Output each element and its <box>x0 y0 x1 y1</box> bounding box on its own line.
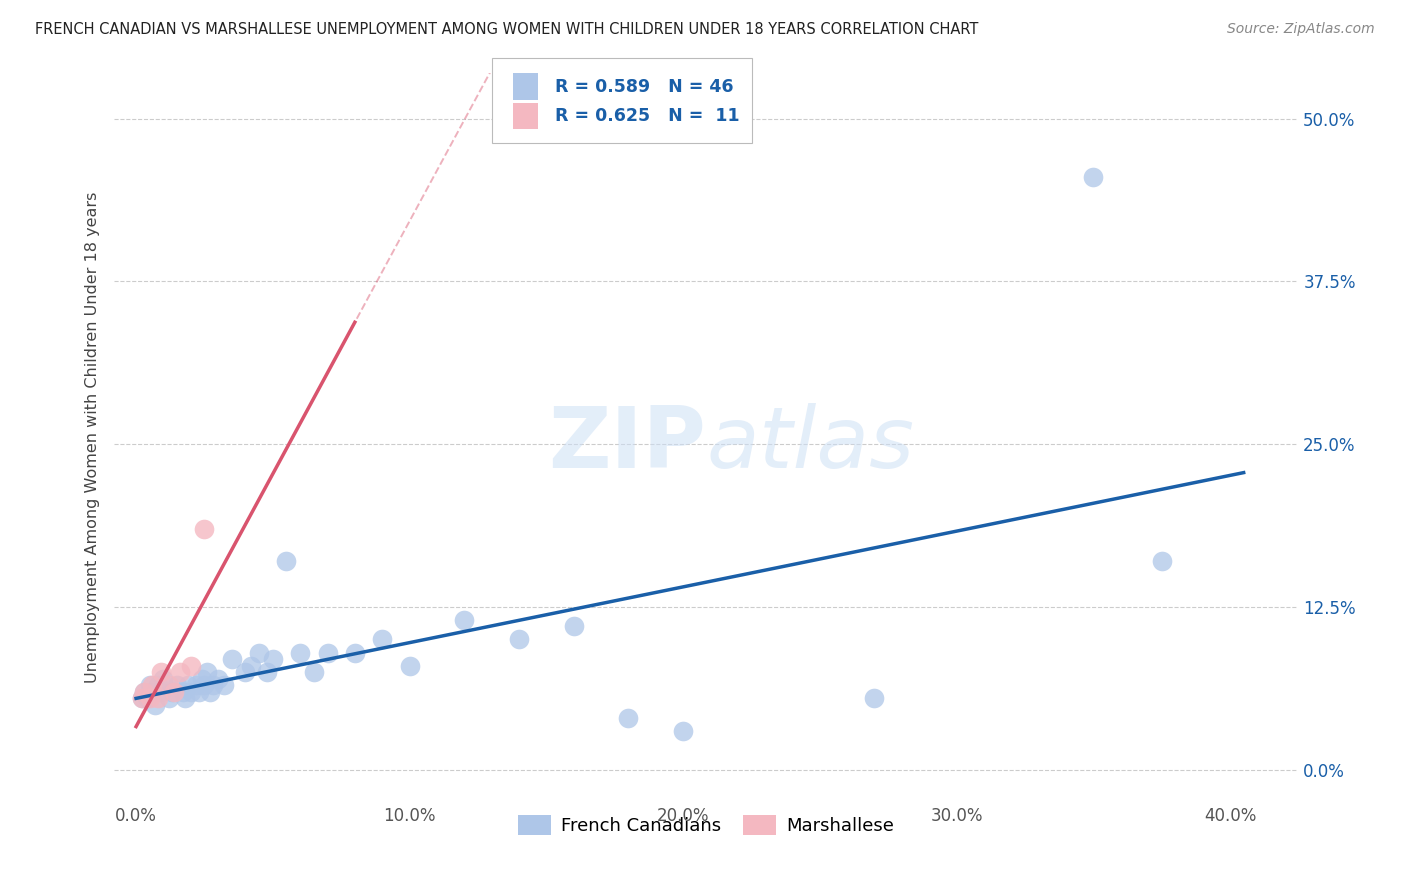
Point <box>371 632 394 647</box>
Point <box>143 698 166 712</box>
Point <box>193 678 215 692</box>
Point <box>141 684 163 698</box>
Point <box>239 658 262 673</box>
Point <box>221 652 243 666</box>
Point <box>288 646 311 660</box>
Point <box>149 684 172 698</box>
Point <box>672 723 695 738</box>
Point <box>1083 170 1105 185</box>
Text: atlas: atlas <box>706 403 914 486</box>
Point <box>256 665 278 679</box>
Point <box>172 684 194 698</box>
Point <box>198 684 221 698</box>
Text: ZIP: ZIP <box>548 403 706 486</box>
Text: Source: ZipAtlas.com: Source: ZipAtlas.com <box>1227 22 1375 37</box>
Point <box>247 646 270 660</box>
Point <box>262 652 284 666</box>
Point <box>146 678 169 692</box>
Point <box>863 691 886 706</box>
Point <box>134 684 156 698</box>
Point <box>139 678 162 692</box>
Point <box>146 691 169 706</box>
Point <box>157 691 180 706</box>
Point <box>453 613 475 627</box>
Text: R = 0.589   N = 46: R = 0.589 N = 46 <box>555 78 734 95</box>
Point <box>169 665 191 679</box>
Point <box>562 619 585 633</box>
Point <box>141 678 163 692</box>
Point <box>180 658 202 673</box>
Point <box>131 691 153 706</box>
Point <box>160 684 183 698</box>
Point <box>157 678 180 692</box>
Point <box>139 691 162 706</box>
Point <box>316 646 339 660</box>
Point <box>152 672 174 686</box>
Point <box>166 678 188 692</box>
Point <box>302 665 325 679</box>
Text: FRENCH CANADIAN VS MARSHALLESE UNEMPLOYMENT AMONG WOMEN WITH CHILDREN UNDER 18 Y: FRENCH CANADIAN VS MARSHALLESE UNEMPLOYM… <box>35 22 979 37</box>
Point <box>193 522 215 536</box>
Point <box>201 678 224 692</box>
Point <box>136 691 159 706</box>
Point <box>1150 554 1173 568</box>
Point <box>186 678 208 692</box>
Point <box>163 684 186 698</box>
Legend: French Canadians, Marshallese: French Canadians, Marshallese <box>509 806 904 845</box>
Point <box>207 672 229 686</box>
Point <box>190 672 212 686</box>
Point <box>174 691 197 706</box>
Point <box>149 665 172 679</box>
Point <box>235 665 257 679</box>
Point <box>188 684 211 698</box>
Point <box>180 684 202 698</box>
Point <box>212 678 235 692</box>
Point <box>343 646 366 660</box>
Point <box>177 678 200 692</box>
Point <box>276 554 298 568</box>
Point <box>195 665 218 679</box>
Text: R = 0.625   N =  11: R = 0.625 N = 11 <box>555 107 740 125</box>
Point <box>134 684 156 698</box>
Point <box>131 691 153 706</box>
Point <box>398 658 420 673</box>
Point <box>617 711 640 725</box>
Y-axis label: Unemployment Among Women with Children Under 18 years: Unemployment Among Women with Children U… <box>86 192 100 683</box>
Point <box>508 632 530 647</box>
